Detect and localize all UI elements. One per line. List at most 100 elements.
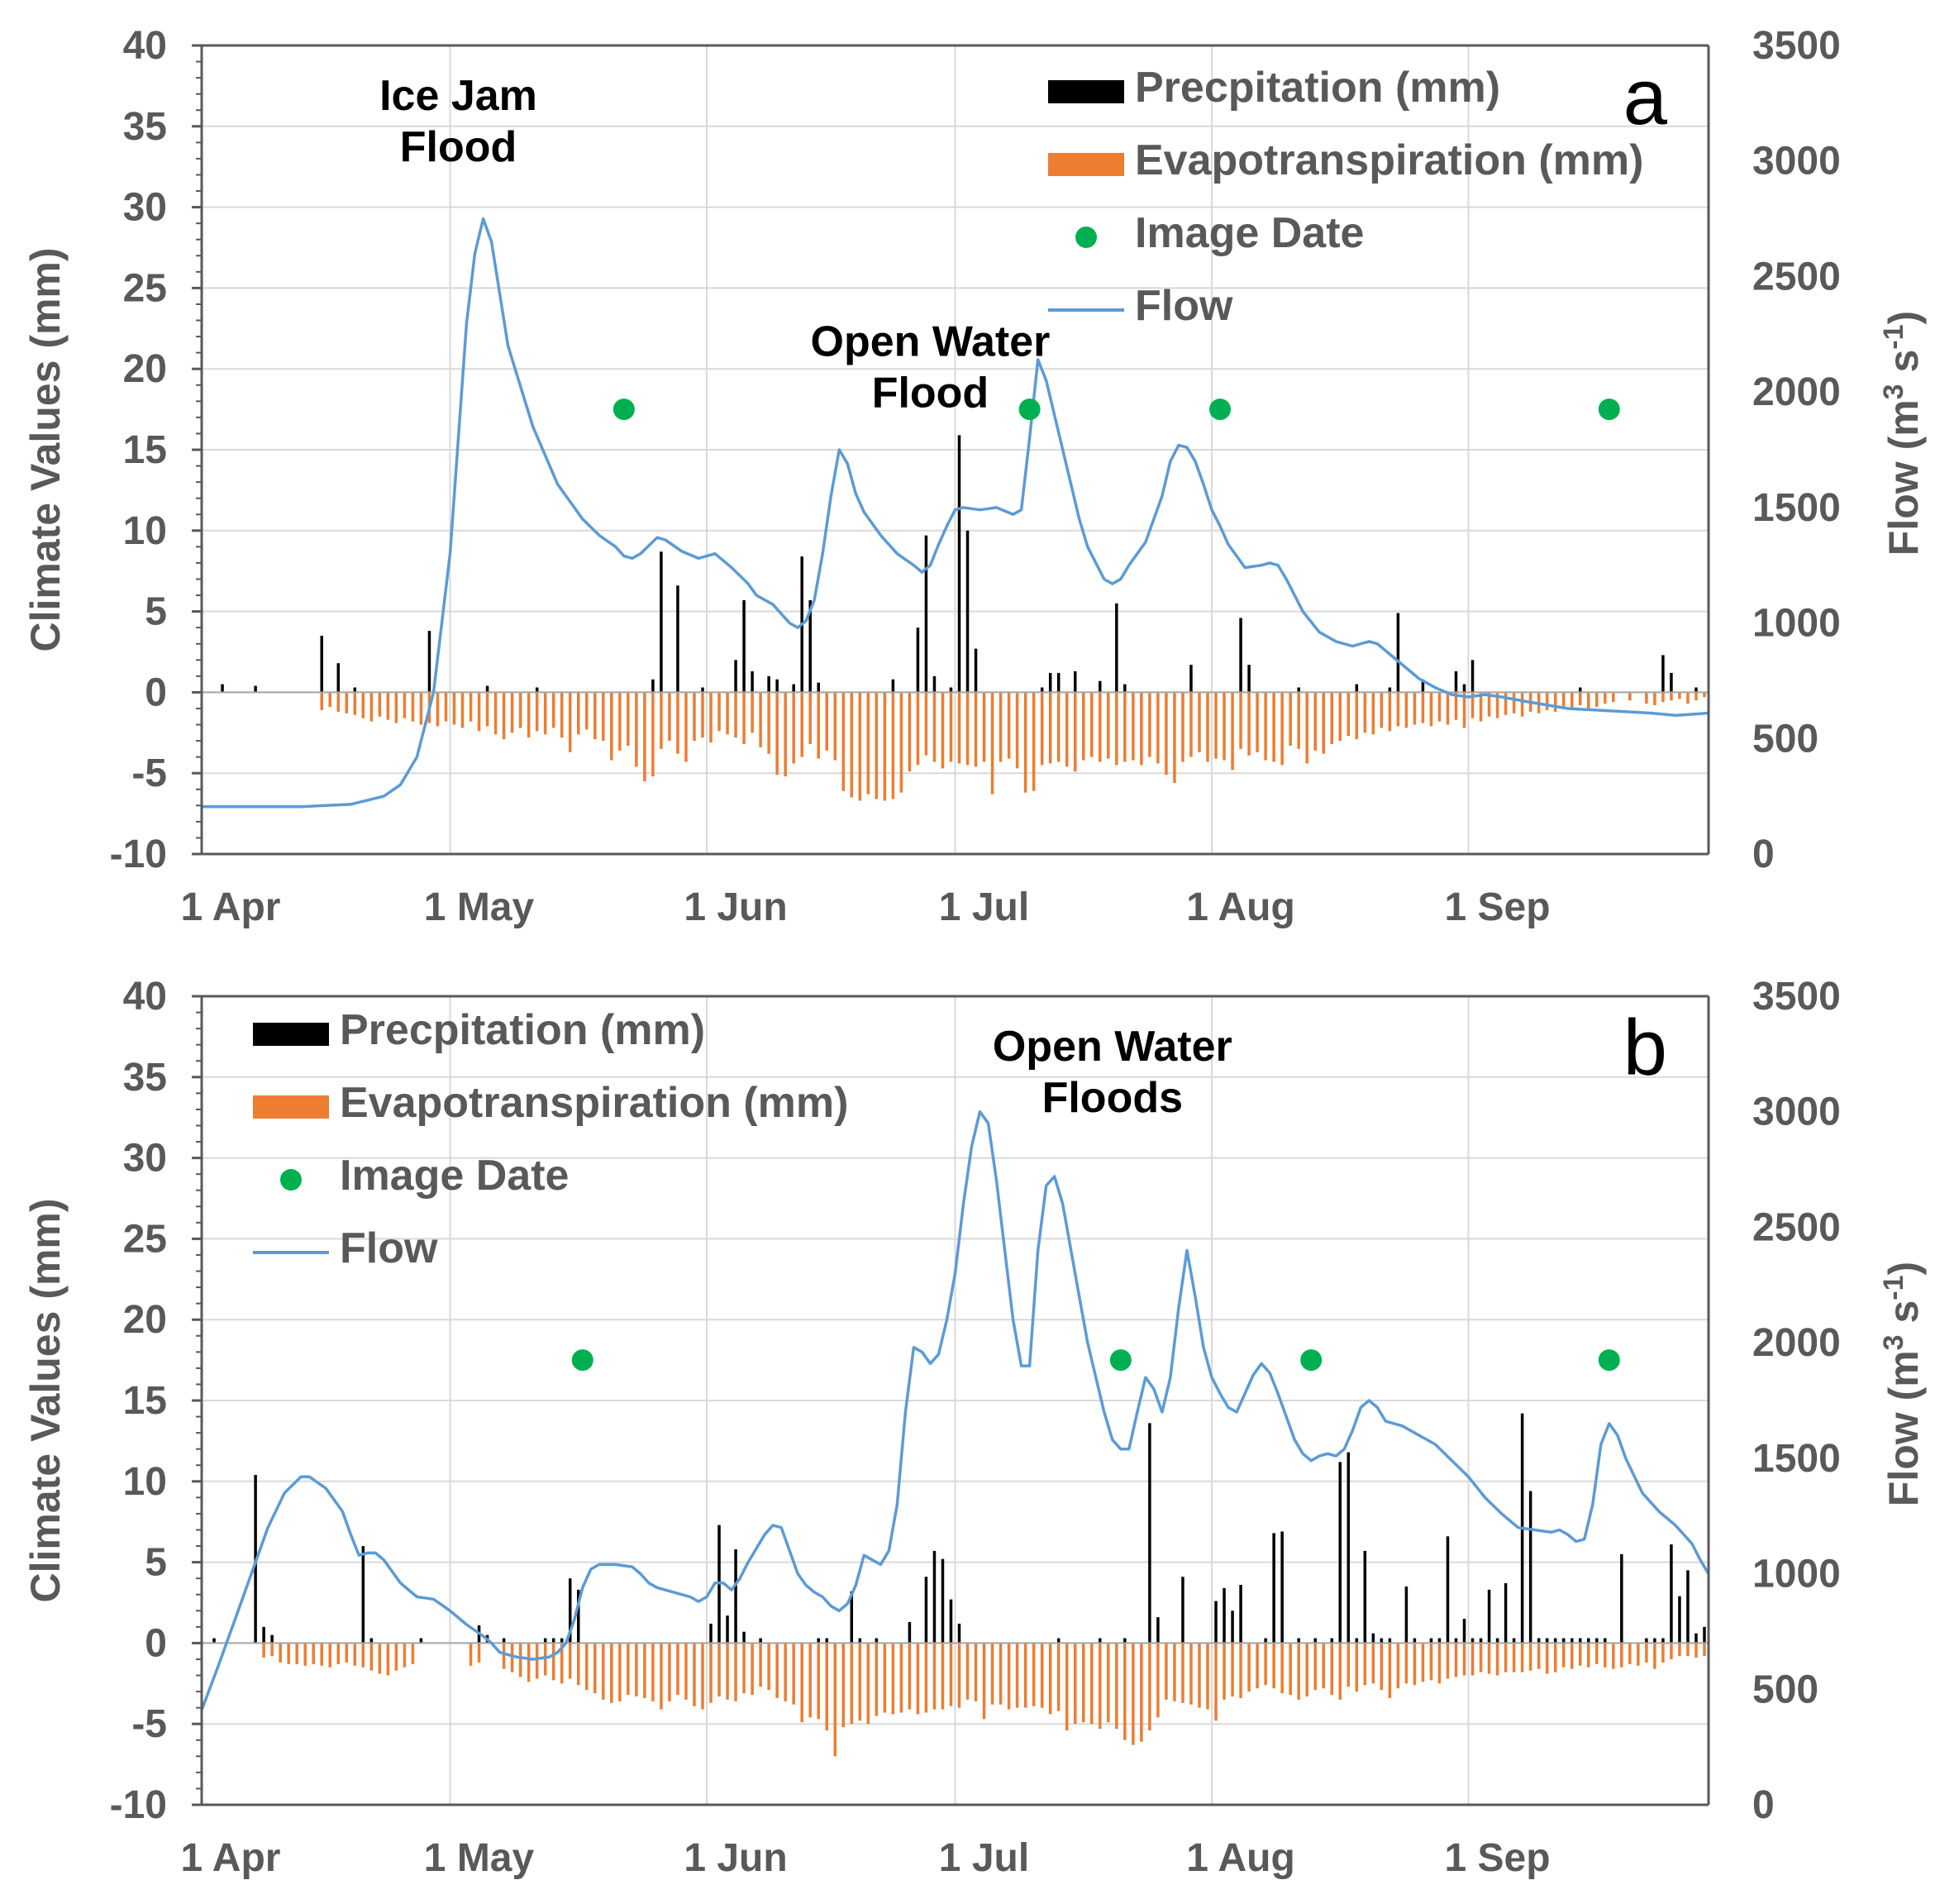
precip-bar [1056,672,1061,693]
evap-bar [378,692,382,717]
y-left-tick-label: 30 [123,186,167,230]
evap-bar [726,692,729,735]
evap-bar [1165,692,1168,775]
y-left-tick-label: 30 [123,1137,167,1181]
y-left-axis-title: Climate Values (mm) [22,247,69,651]
evap-bar [1264,692,1267,761]
y-right-axis-title: Flow (m3 s-1) [1878,1262,1927,1506]
evap-bar [899,1643,903,1713]
evap-bar [1595,1643,1599,1664]
evap-bar [1470,692,1475,718]
precip-bar [1189,665,1193,693]
precip-bar [825,1638,828,1644]
evap-bar [1090,1643,1094,1725]
evap-bar [1645,692,1648,704]
evap-bar [825,692,828,751]
y-right-tick-label: 0 [1752,1783,1775,1827]
evap-bar [1007,1643,1011,1710]
evap-bar [1595,692,1599,708]
evap-bar [1347,1643,1351,1687]
evap-bar [394,1643,398,1671]
evap-bar [618,1643,622,1701]
y-right-title-part: ) [1880,311,1927,325]
precip-bar [1604,1638,1607,1644]
y-left-tick-label: 0 [145,1621,167,1665]
evap-bar [660,692,663,749]
evap-bar [1462,692,1466,728]
precip-bar [1247,665,1251,693]
evap-bar [1413,1643,1417,1686]
evap-bar [1099,692,1102,762]
evap-bar [916,692,920,766]
evap-bar [1421,692,1425,723]
precip-bar [1363,1550,1367,1644]
evap-bar [1073,692,1077,772]
x-tick-label: 1 Apr [181,1836,281,1880]
evap-bar [643,1643,646,1698]
precip-bar [1380,1638,1384,1644]
precip-bar [1620,1553,1623,1644]
evap-bar [1694,1643,1698,1658]
precip-bar [1661,655,1665,693]
evap-bar [1256,692,1259,752]
precip-bar [1645,1638,1648,1644]
precip-bar [1653,1638,1656,1644]
evap-bar [1148,1643,1151,1731]
evap-bar [303,1643,307,1666]
evap-bar [833,692,837,761]
evap-bar [949,1643,953,1706]
precip-bar [336,663,341,693]
y-left-tick-label: -5 [131,1702,167,1746]
precip-bar [1595,1638,1599,1644]
evap-bar [1512,692,1516,713]
evap-bar [1404,1643,1408,1684]
evap-bar [353,1643,357,1666]
precip-bar [270,1634,274,1644]
evap-bar [866,692,870,795]
evap-bar [800,1643,803,1723]
y-left-tick-label: -10 [110,1783,167,1827]
precip-bar [858,1638,862,1644]
evap-bar [336,1643,341,1664]
evap-bar [394,692,398,723]
evap-bar [676,1643,679,1695]
x-tick-label: 1 Jul [939,885,1029,929]
evap-bar [1297,1643,1300,1700]
evap-bar [1429,1643,1433,1681]
precip-bar [734,660,737,693]
evap-bar [1023,1643,1027,1708]
precip-bar [775,679,779,693]
evap-bar [957,692,961,764]
evap-bar [767,1643,770,1691]
precip-bar [1313,1638,1317,1644]
evap-bar [1239,1643,1242,1698]
evap-bar [916,1643,920,1715]
evap-bar [1578,692,1582,706]
evap-bar [1703,692,1706,698]
evap-bar [1446,692,1450,725]
y-right-title-part: ) [1880,1262,1927,1276]
evap-bar [949,692,953,762]
evap-bar [775,692,779,775]
precip-bar [1388,687,1392,693]
evap-bar [602,1643,605,1700]
precip-bar [742,599,746,693]
evap-bar [336,692,341,712]
evap-bar [660,1643,663,1710]
evap-bar [1487,692,1491,717]
evap-bar [1256,1643,1259,1689]
precip-bar [1355,684,1359,693]
evap-bar [883,1643,887,1713]
evap-bar [1703,1643,1706,1657]
evap-bar [1173,1643,1176,1701]
evap-bar [1123,692,1127,762]
precip-bar [1578,687,1582,693]
flow-line [202,217,1709,809]
evap-bar [1090,692,1094,757]
precip-bar [1454,670,1458,693]
evap-bar [1056,1643,1061,1711]
evap-bar [1396,1643,1400,1689]
precip-bar [1115,603,1118,693]
precip-bar [212,1638,216,1644]
evap-bar [477,692,481,732]
